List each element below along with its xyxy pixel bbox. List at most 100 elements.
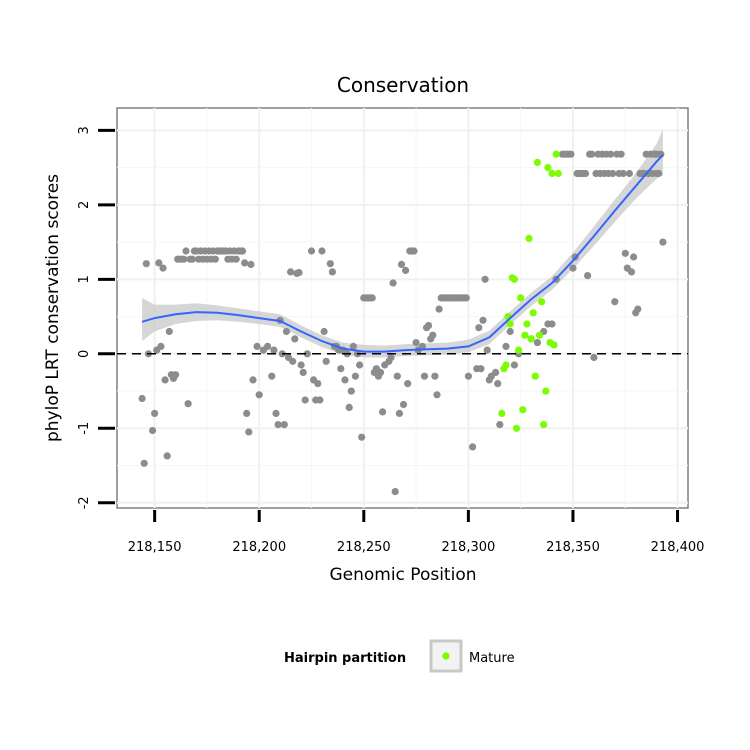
point-mature [550, 341, 558, 349]
point-other [161, 376, 169, 384]
point-other [165, 327, 173, 336]
point-other [435, 305, 443, 313]
point-other [280, 421, 288, 429]
point-other [345, 403, 353, 411]
point-mature [529, 309, 537, 317]
point-other [287, 268, 295, 276]
grid-lines [117, 108, 688, 508]
point-other [625, 169, 634, 178]
point-other [469, 443, 477, 451]
point-other [475, 324, 483, 332]
point-mature [538, 298, 546, 306]
point-other [567, 150, 575, 158]
point-other [410, 247, 418, 255]
y-tick-label: 2 [77, 201, 92, 209]
point-other [607, 150, 615, 158]
point-other [157, 342, 165, 350]
point-other [274, 421, 282, 429]
point-mature [498, 409, 506, 417]
point-other [211, 255, 219, 263]
point-other [358, 433, 366, 441]
y-tick-label: -1 [77, 422, 92, 435]
point-other [356, 361, 364, 369]
point-mature [521, 331, 529, 339]
point-other [188, 255, 196, 263]
x-tick-label: 218,400 [651, 540, 705, 555]
x-axis: 218,150 218,200 218,250 218,300 218,350 218,4… [128, 510, 705, 555]
point-other [282, 327, 290, 336]
point-other [328, 268, 336, 276]
y-tick-label: 0 [77, 350, 92, 358]
y-axis-title: phyloP LRT conservation scores [43, 174, 63, 442]
point-mature [502, 361, 510, 369]
point-other [627, 268, 636, 276]
point-other [247, 260, 255, 268]
point-mature [535, 331, 544, 339]
point-mature [554, 169, 562, 178]
point-other [268, 372, 276, 380]
point-other [584, 272, 592, 280]
data-points [138, 150, 667, 496]
point-other [297, 361, 305, 369]
point-other [349, 342, 357, 350]
x-axis-title: Genomic Position [329, 565, 476, 585]
point-other [391, 488, 399, 496]
point-other [142, 260, 150, 268]
point-other [289, 357, 297, 365]
point-mature [533, 158, 542, 166]
point-other [347, 387, 355, 395]
point-other [412, 339, 420, 347]
point-other [264, 342, 272, 350]
point-other [149, 426, 157, 435]
point-other [322, 357, 330, 365]
point-other [496, 421, 504, 429]
point-mature [519, 406, 527, 414]
point-other [232, 255, 240, 263]
point-other [569, 264, 577, 272]
point-other [303, 350, 311, 358]
point-other [270, 346, 278, 354]
point-other [397, 260, 406, 268]
point-mature [523, 320, 531, 328]
point-other [431, 372, 439, 380]
point-mature [540, 421, 548, 429]
point-other [140, 459, 148, 467]
smooth-line [141, 154, 664, 353]
point-other [253, 342, 261, 350]
point-other [462, 294, 470, 302]
x-tick-label: 218,350 [546, 540, 600, 555]
y-tick-label: 1 [77, 275, 92, 283]
point-other [418, 342, 426, 350]
point-mature [527, 335, 535, 343]
point-other [326, 260, 334, 268]
point-other [630, 253, 638, 261]
point-mature [512, 424, 521, 432]
y-axis: -2 -1 0 1 2 3 [77, 126, 115, 509]
point-other [318, 247, 326, 255]
point-other [429, 331, 437, 339]
point-other [621, 249, 629, 257]
ci-band [142, 128, 663, 358]
point-other [506, 327, 514, 336]
point-other [182, 247, 190, 255]
point-other [395, 409, 403, 417]
point-mature [517, 294, 525, 302]
point-mature [510, 275, 518, 283]
point-mature [552, 150, 560, 158]
point-other [241, 259, 249, 267]
point-other [138, 394, 146, 403]
point-other [494, 380, 502, 388]
point-other [483, 346, 491, 354]
point-mature [531, 372, 539, 380]
point-other [245, 428, 253, 436]
point-mature [542, 387, 550, 395]
point-other [393, 372, 401, 380]
point-other [351, 372, 359, 380]
point-other [590, 353, 598, 362]
point-other [243, 409, 251, 417]
point-other [387, 353, 395, 362]
point-other [492, 368, 500, 376]
point-mature [525, 234, 533, 242]
point-other [402, 266, 410, 274]
